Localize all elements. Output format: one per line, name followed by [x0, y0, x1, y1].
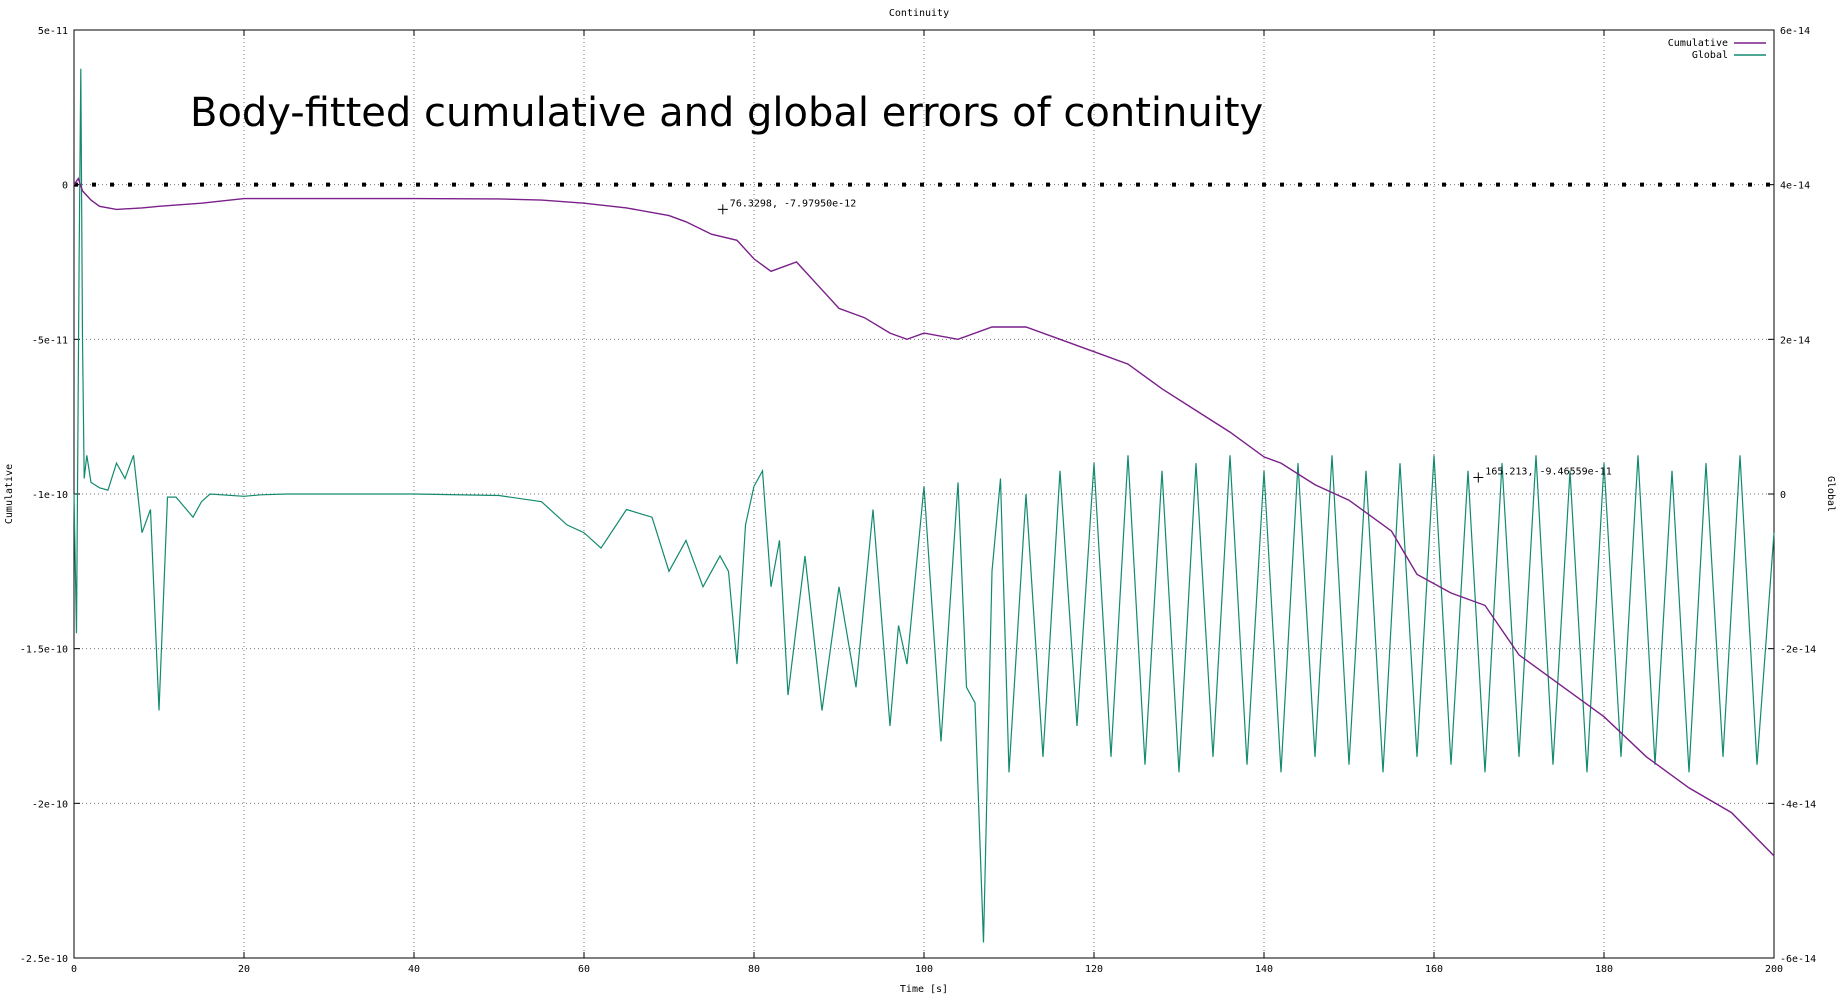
y-left-tick-label: -1.5e-10	[20, 645, 68, 656]
x-tick-label: 120	[1085, 964, 1103, 975]
x-tick-labels: 0 20 40 60 80 100 120 140 160 180 200	[71, 964, 1783, 975]
x-tick-label: 180	[1595, 964, 1613, 975]
annotation-title: Body-fitted cumulative and global errors…	[190, 90, 1263, 136]
y-right-tick-label: 0	[1780, 490, 1786, 501]
point-labels: 76.3298, -7.97950e-12 165.213, -9.46559e-…	[717, 198, 1612, 483]
x-tick-label: 20	[238, 964, 250, 975]
y-right-tick-label: 6e-14	[1780, 26, 1810, 37]
y-left-axis-label: Cumulative	[4, 464, 15, 524]
point-label: 76.3298, -7.97950e-12	[730, 198, 856, 209]
point-label: 165.213, -9.46559e-11	[1485, 466, 1611, 477]
y-right-axis-label: Global	[1825, 476, 1836, 512]
x-axis-label: Time [s]	[900, 984, 948, 995]
y-right-tick-labels: 6e-14 4e-14 2e-14 0 -2e-14 -4e-14 -6e-14	[1780, 26, 1816, 965]
chart-title: Continuity	[889, 8, 949, 19]
y-right-tick-label: -4e-14	[1780, 799, 1816, 810]
x-tick-label: 200	[1765, 964, 1783, 975]
global-series-line	[73, 68, 1775, 943]
y-left-tick-label: 0	[62, 181, 68, 192]
cumulative-series-line	[73, 176, 1775, 857]
legend-label-cumulative: Cumulative	[1668, 38, 1728, 49]
legend: Cumulative Global	[1668, 38, 1766, 61]
y-left-tick-label: 5e-11	[38, 26, 68, 37]
y-left-tick-label: -2.5e-10	[20, 954, 68, 965]
x-tick-label: 60	[578, 964, 590, 975]
y-right-tick-label: -2e-14	[1780, 645, 1816, 656]
x-tick-label: 100	[915, 964, 933, 975]
y-right-tick-label: -6e-14	[1780, 954, 1816, 965]
y-left-tick-label: -2e-10	[32, 799, 68, 810]
y-left-tick-labels: 5e-11 0 -5e-11 -1e-10 -1.5e-10 -2e-10 -2.5e-10	[20, 26, 68, 965]
y-right-tick-label: 2e-14	[1780, 335, 1810, 346]
y-left-tick-label: -1e-10	[32, 490, 68, 501]
x-tick-label: 80	[748, 964, 760, 975]
x-tick-label: 160	[1425, 964, 1443, 975]
x-tick-label: 140	[1255, 964, 1273, 975]
x-tick-label: 40	[408, 964, 420, 975]
legend-label-global: Global	[1692, 50, 1728, 61]
y-right-tick-label: 4e-14	[1780, 181, 1810, 192]
y-left-tick-label: -5e-11	[32, 335, 68, 346]
x-tick-label: 0	[71, 964, 77, 975]
